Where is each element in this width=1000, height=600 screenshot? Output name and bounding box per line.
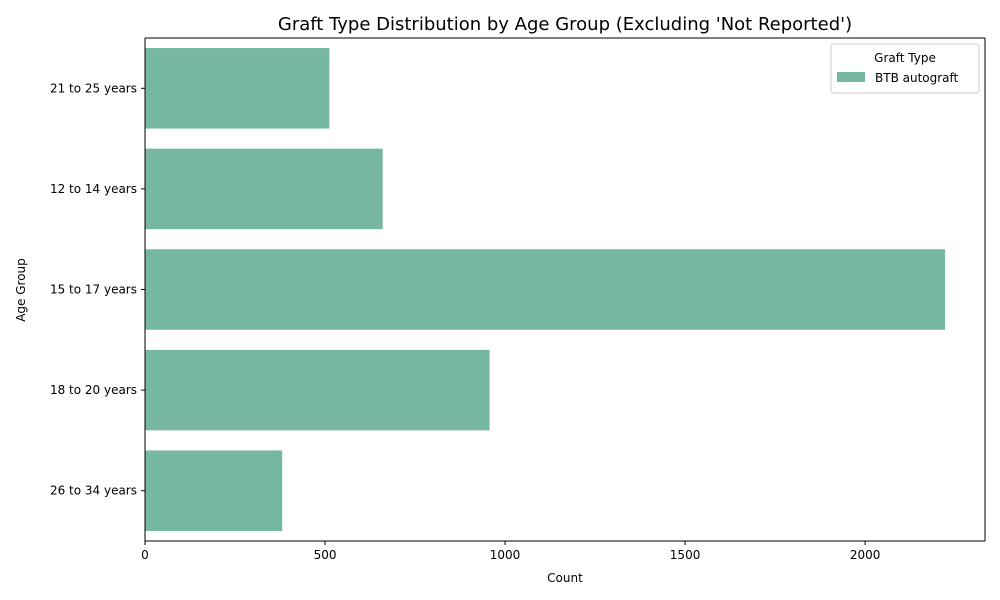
- legend: Graft Type BTB autograft: [830, 43, 980, 94]
- chart-title: Graft Type Distribution by Age Group (Ex…: [278, 14, 852, 35]
- legend-entry-label: BTB autograft: [875, 71, 959, 85]
- legend-box: [830, 43, 980, 94]
- bars-group: [145, 48, 946, 531]
- x-axis-label: Count: [547, 571, 583, 585]
- x-axis-ticks: 0 500 1000 1500 2000: [141, 541, 880, 562]
- y-tick-label: 21 to 25 years: [50, 81, 137, 95]
- y-axis-ticks: 21 to 25 years 12 to 14 years 15 to 17 yea…: [50, 81, 145, 498]
- x-tick-label: 1500: [670, 548, 701, 562]
- bar-26-to-34-years: [145, 450, 283, 531]
- x-tick-label: 0: [141, 548, 149, 562]
- legend-swatch: [837, 72, 865, 82]
- legend-title: Graft Type: [874, 51, 936, 65]
- y-tick-label: 12 to 14 years: [50, 182, 137, 196]
- y-tick-label: 18 to 20 years: [50, 383, 137, 397]
- x-tick-label: 2000: [850, 548, 881, 562]
- y-tick-label: 26 to 34 years: [50, 484, 137, 498]
- bar-15-to-17-years: [145, 249, 946, 330]
- x-tick-label: 1000: [490, 548, 521, 562]
- x-tick-label: 500: [314, 548, 337, 562]
- bar-18-to-20-years: [145, 349, 490, 431]
- y-axis-label: Age Group: [14, 258, 28, 322]
- y-tick-label: 15 to 17 years: [50, 283, 137, 297]
- bar-12-to-14-years: [145, 148, 383, 230]
- bar-21-to-25-years: [145, 48, 330, 129]
